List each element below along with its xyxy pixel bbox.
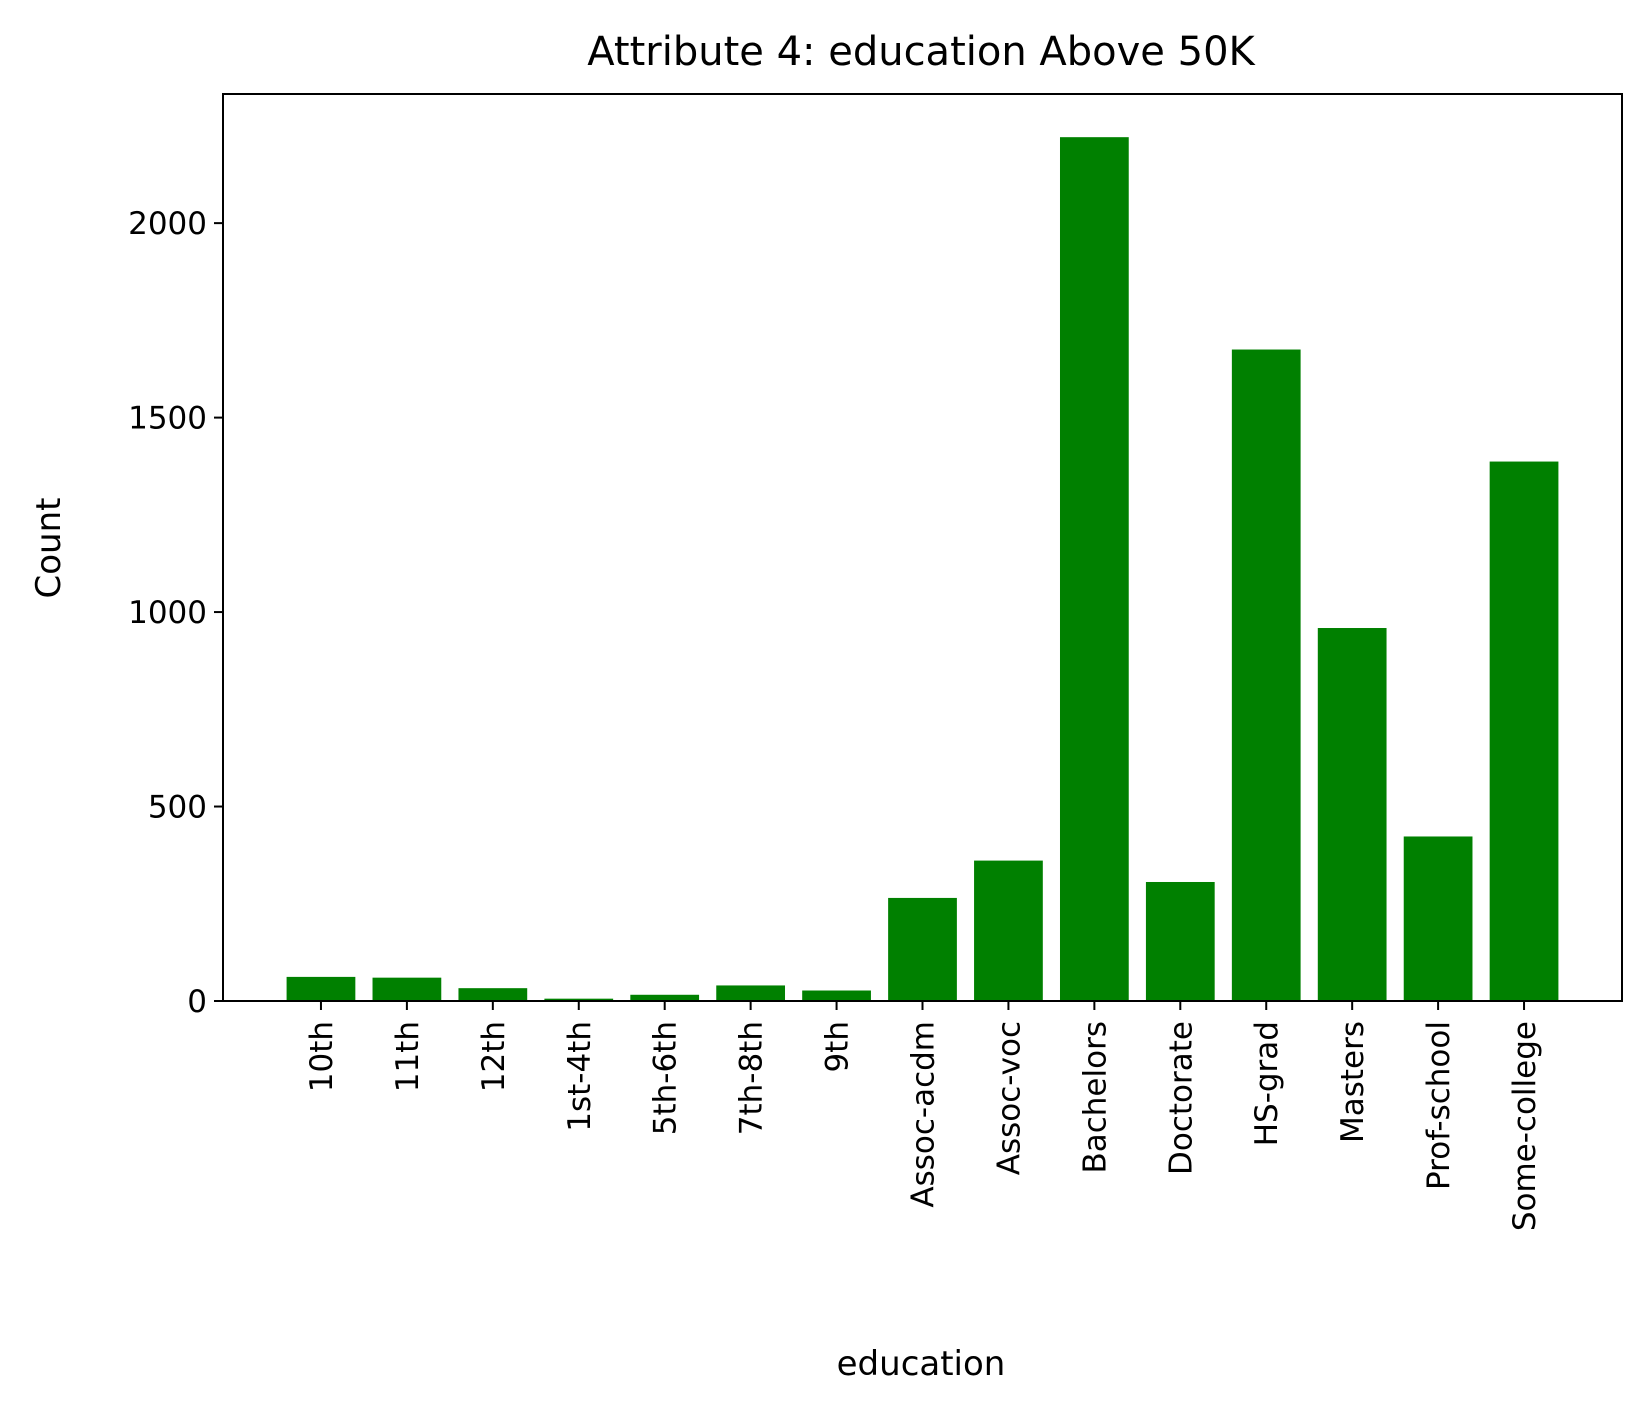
bar-assoc-voc (974, 860, 1043, 1001)
plot-frame (222, 93, 1623, 1002)
x-tick-label: 12th (476, 1021, 512, 1092)
x-tick-label: 9th (820, 1021, 856, 1073)
bar-10th (286, 976, 356, 1001)
bar-9th (802, 990, 871, 1001)
x-tick-label: 11th (390, 1021, 426, 1092)
x-tick-label: 7th-8th (734, 1021, 770, 1135)
bars-group (286, 137, 1559, 1002)
x-axis: 10th 11th 12th 1st-4th 5th-6th 7th-8th 9th Asso… (304, 1001, 1543, 1231)
bar-doctorate (1145, 881, 1215, 1001)
x-tick-label: Doctorate (1163, 1021, 1199, 1175)
x-tick-label: 1st-4th (562, 1021, 598, 1132)
x-tick-label: Some-college (1507, 1021, 1543, 1231)
bar-hs-grad (1231, 349, 1301, 1001)
bar-7th-8th (716, 985, 786, 1001)
y-axis-label: Count (29, 498, 69, 599)
y-tick-label: 500 (148, 790, 207, 826)
y-tick-label: 2000 (128, 206, 207, 242)
x-tick-label: Bachelors (1077, 1021, 1113, 1174)
y-tick-label: 1500 (128, 401, 207, 437)
x-axis-label: education (837, 1344, 1006, 1384)
bar-1st-4th (544, 998, 614, 1001)
x-tick-label: HS-grad (1249, 1021, 1285, 1146)
y-tick-label: 1000 (128, 595, 207, 631)
x-tick-label: 10th (304, 1021, 340, 1092)
bar-5th-6th (630, 994, 700, 1001)
x-tick-label: 5th-6th (648, 1021, 684, 1135)
x-tick-label: Assoc-voc (991, 1021, 1027, 1175)
bar-assoc-acdm (888, 897, 957, 1001)
x-tick-label: Prof-school (1421, 1021, 1457, 1190)
chart-title: Attribute 4: education Above 50K (587, 29, 1256, 75)
bar-prof-school (1403, 836, 1473, 1001)
bar-12th (458, 988, 528, 1001)
bar-11th (372, 977, 442, 1001)
x-tick-label: Masters (1335, 1021, 1371, 1143)
y-axis: 0 500 1000 1500 2000 (128, 206, 223, 1020)
y-tick-label: 0 (187, 984, 207, 1020)
bar-bachelors (1059, 137, 1129, 1002)
x-tick-label: Assoc-acdm (906, 1021, 942, 1208)
bar-masters (1317, 628, 1387, 1001)
bar-some-college (1489, 461, 1559, 1001)
